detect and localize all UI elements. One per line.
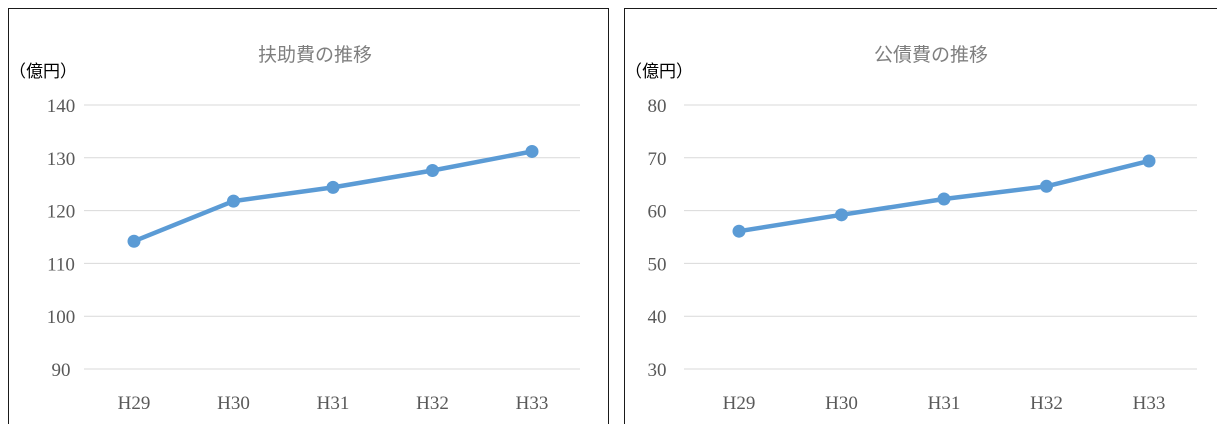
welfare-cost-chart-panel: 扶助費の推移 （億円） 140 130 120 110 100 90 H29 H30 H31 H…: [8, 8, 609, 424]
y-tick-label: 70: [648, 149, 667, 170]
data-point-marker: [227, 194, 240, 208]
chart-title: 公債費の推移: [874, 44, 988, 66]
x-tick-label: H30: [217, 393, 250, 414]
y-tick-label: 60: [648, 202, 667, 223]
y-tick-label: 140: [47, 96, 76, 117]
y-tick-label: 90: [52, 360, 71, 381]
y-tick-label: 120: [47, 202, 76, 223]
data-point-marker: [426, 163, 439, 177]
y-tick-label: 130: [47, 149, 76, 170]
welfare-cost-line-chart: 扶助費の推移 （億円） 140 130 120 110 100 90 H29 H30 H31 H…: [9, 44, 580, 414]
debt-service-line-chart: 公債費の推移 （億円） 80 70 60 50 40 30 H29 H30 H31 H32 H33: [625, 44, 1197, 414]
x-tick-label: H30: [825, 393, 858, 414]
data-point-marker: [1142, 154, 1156, 168]
y-tick-label: 30: [648, 360, 667, 381]
y-tick-label: 100: [47, 307, 76, 328]
data-point-marker: [732, 224, 746, 238]
x-tick-label: H31: [317, 393, 350, 414]
y-axis-unit-label: （億円）: [9, 62, 77, 82]
data-point-marker: [937, 192, 951, 206]
data-point-marker: [835, 208, 848, 222]
y-tick-label: 40: [648, 307, 667, 328]
x-tick-label: H29: [723, 393, 756, 414]
x-tick-label: H31: [928, 393, 961, 414]
data-point-marker: [326, 180, 340, 194]
data-point-marker: [525, 144, 539, 158]
debt-service-chart-panel: 公債費の推移 （億円） 80 70 60 50 40 30 H29 H30 H31 H32 H33: [624, 8, 1217, 424]
x-tick-label: H29: [118, 393, 151, 414]
series-line: [131, 149, 535, 244]
x-tick-label: H33: [1133, 393, 1166, 414]
data-point-marker: [127, 234, 141, 248]
x-tick-label: H33: [516, 393, 549, 414]
y-tick-label: 80: [648, 96, 667, 117]
x-tick-label: H32: [416, 393, 449, 414]
y-tick-label: 110: [47, 254, 75, 275]
x-tick-label: H32: [1030, 393, 1063, 414]
y-axis-unit-label: （億円）: [625, 62, 693, 82]
chart-title: 扶助費の推移: [258, 44, 372, 66]
y-tick-label: 50: [648, 254, 667, 275]
data-point-marker: [1040, 179, 1053, 193]
